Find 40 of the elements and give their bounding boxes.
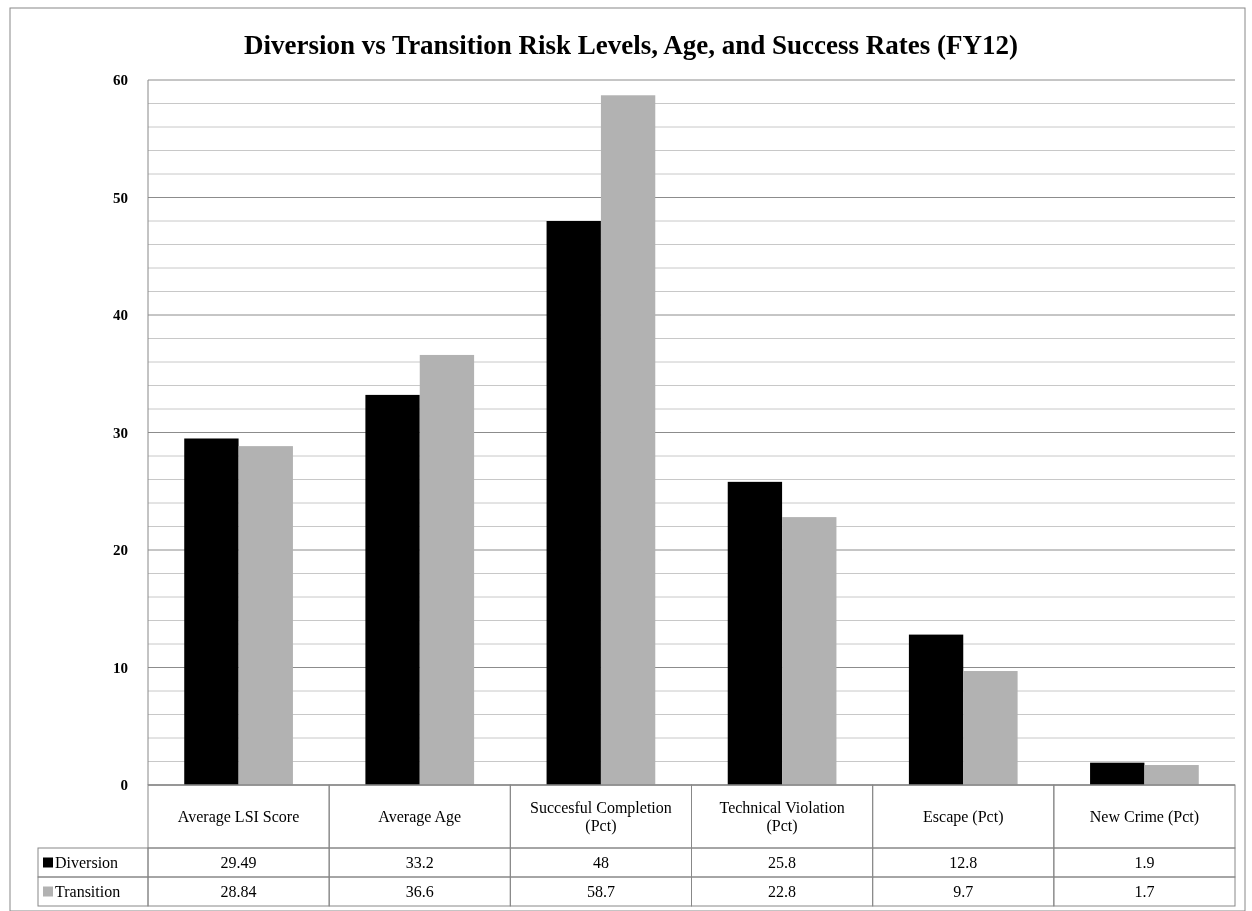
bar [184, 438, 239, 785]
data-label: 28.84 [220, 883, 257, 901]
bar [1144, 765, 1199, 785]
x-tick-label: Average Age [378, 808, 462, 827]
x-tick-label: Succesful Completion (Pct) [530, 799, 672, 836]
y-tick-label: 30 [113, 424, 128, 441]
bar [546, 221, 601, 785]
data-label: 9.7 [953, 883, 974, 901]
data-label: 36.6 [405, 883, 434, 901]
y-tick-label: 50 [113, 189, 128, 206]
data-label: 58.7 [586, 883, 615, 901]
y-tick-label: 0 [120, 777, 128, 794]
y-tick-label: 60 [113, 72, 128, 89]
data-label: 48 [592, 854, 609, 872]
data-label: 33.2 [405, 854, 434, 872]
data-label: 25.8 [768, 854, 797, 872]
bar [963, 671, 1018, 785]
bar [908, 634, 964, 785]
x-tick-label: Escape (Pct) [923, 808, 1004, 827]
bar [238, 446, 293, 785]
bar [365, 394, 420, 785]
data-label: 29.49 [220, 854, 257, 872]
y-tick-label: 40 [113, 307, 128, 324]
legend-label: Diversion [55, 854, 119, 872]
legend-label: Transition [55, 883, 121, 901]
x-tick-label: Average LSI Score [177, 808, 300, 827]
x-tick-label: Technical Violation (Pct) [719, 799, 845, 836]
data-label: 1.7 [1134, 883, 1155, 901]
bar [727, 481, 783, 785]
data-label: 12.8 [949, 854, 978, 872]
y-tick-label: 10 [113, 659, 128, 676]
data-label: 22.8 [768, 883, 797, 901]
y-tick-label: 20 [113, 542, 128, 559]
bar [419, 354, 475, 785]
bar [600, 95, 656, 785]
chart-title: Diversion vs Transition Risk Levels, Age, and Success Rates (FY12) [244, 30, 1018, 60]
x-tick-label: New Crime (Pct) [1089, 808, 1200, 827]
bar [1090, 762, 1145, 785]
bar [782, 517, 837, 785]
data-label: 1.9 [1134, 854, 1155, 872]
